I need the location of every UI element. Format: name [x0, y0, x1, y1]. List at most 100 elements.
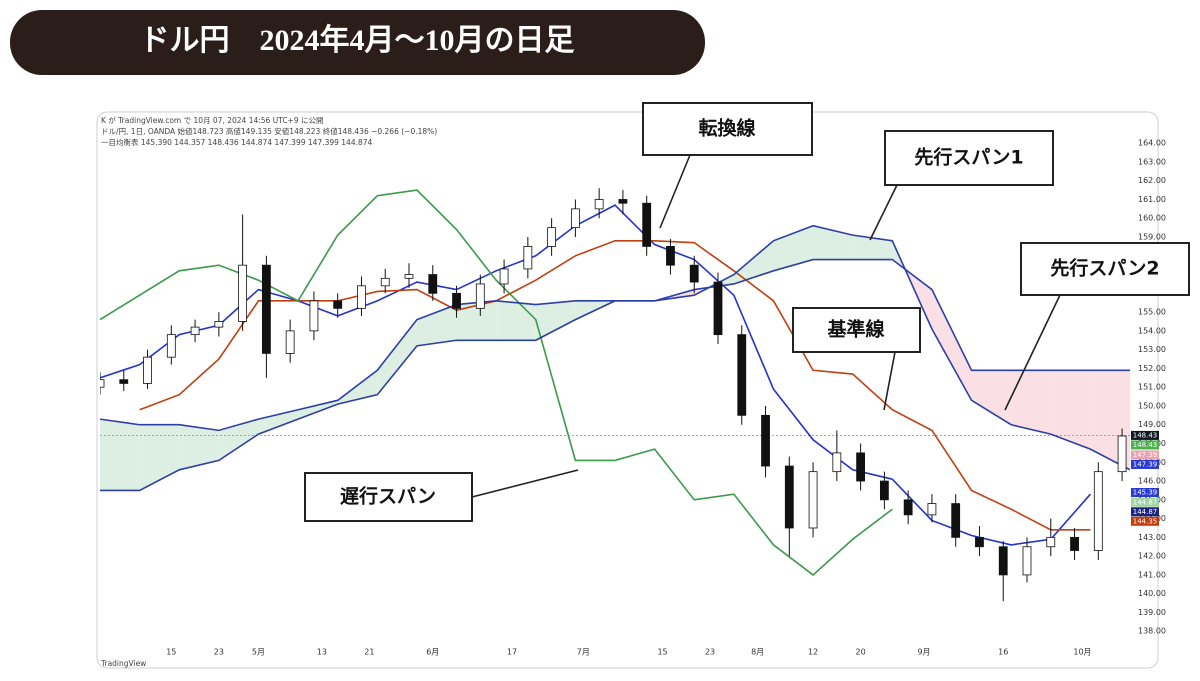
candle-body [1117, 435, 1127, 473]
callout-box [792, 307, 921, 353]
ichimoku-line [100, 258, 1130, 492]
y-tick-label: 146.00 [1138, 477, 1166, 486]
candle-body [100, 379, 105, 388]
candle-body [214, 321, 224, 328]
price-tag-label: 147.39 [1133, 451, 1158, 459]
header-line: 一目均衡表 145.390 144.357 148.436 144.874 14… [101, 137, 373, 147]
header-line: ドル/円, 1日, OANDA 始値148.723 高値149.135 安値14… [101, 126, 437, 136]
price-tag-label: 145.39 [1133, 489, 1158, 497]
x-tick-label: 9月 [917, 648, 930, 657]
cloud [535, 300, 576, 341]
x-tick-label: 13 [317, 648, 327, 657]
y-tick-label: 159.00 [1138, 233, 1166, 242]
axes: 164.00163.00162.00161.00160.00159.00158.… [166, 139, 1166, 657]
candle-body [784, 465, 794, 529]
callout-box [884, 130, 1054, 186]
candle-body [238, 264, 248, 322]
candle-body [594, 199, 604, 210]
candle-body [713, 281, 723, 336]
candle-body [951, 503, 961, 538]
x-tick-label: 8月 [751, 648, 764, 657]
candle-body [975, 536, 984, 548]
candle-body [190, 326, 200, 336]
candle-body [761, 414, 770, 467]
y-tick-label: 149.00 [1138, 420, 1166, 429]
callout-box [304, 472, 473, 522]
leader-line [471, 469, 579, 498]
y-tick-label: 142.00 [1138, 552, 1166, 561]
price-tag-label: 144.35 [1133, 517, 1158, 525]
y-tick-label: 141.00 [1138, 570, 1166, 579]
candle-body [927, 503, 937, 516]
price-tag [1131, 507, 1159, 517]
candle-body [357, 285, 366, 309]
cloud [258, 409, 299, 435]
ichimoku-line [100, 189, 893, 576]
candle-body [1093, 471, 1103, 551]
x-tick-label: 16 [998, 648, 1008, 657]
price-tag [1131, 459, 1159, 469]
candle-body [428, 274, 438, 294]
candle-body [689, 264, 699, 283]
candle-body [452, 292, 461, 309]
price-tag [1131, 516, 1159, 526]
cloud [773, 225, 814, 271]
y-tick-label: 162.00 [1138, 176, 1166, 185]
y-tick-label: 164.00 [1138, 139, 1166, 148]
x-tick-label: 23 [214, 648, 224, 657]
cloud [1050, 370, 1091, 450]
callout-label: 遅行スパン [340, 485, 436, 508]
price-tag-label: 144.87 [1133, 508, 1158, 516]
callout-label: 転換線 [698, 117, 755, 140]
cloud [456, 300, 497, 341]
x-tick-label: 15 [657, 648, 667, 657]
y-tick-label: 155.00 [1138, 308, 1166, 317]
callout-box [642, 102, 813, 156]
price-tag-label: 144.87 [1133, 498, 1158, 506]
plot [100, 188, 1130, 602]
candle-body [618, 199, 628, 204]
x-tick-label: 21 [364, 648, 374, 657]
candle-body [1046, 536, 1056, 548]
chart-title: ドル円 2024年4月～10月の日足 [140, 24, 575, 57]
y-tick-label: 154.00 [1138, 326, 1166, 335]
candle-body [404, 274, 414, 279]
y-tick-label: 152.00 [1138, 364, 1166, 373]
candle-body [642, 202, 652, 247]
y-tick-label: 151.00 [1138, 383, 1166, 392]
candle-body [1022, 546, 1032, 576]
candle-body [285, 330, 295, 354]
cloud [813, 225, 853, 260]
x-tick-label: 7月 [577, 648, 590, 657]
callouts: 転換線 先行スパン1 先行スパン2 基準線 遅行スパン [304, 102, 1190, 522]
y-tick-label: 140.00 [1138, 589, 1166, 598]
cloud [416, 304, 457, 346]
leader-line [659, 154, 691, 229]
cloud [377, 319, 417, 395]
x-tick-label: 5月 [252, 648, 265, 657]
candle-body [547, 227, 557, 247]
cloud [218, 419, 259, 461]
price-tag-label: 147.39 [1133, 460, 1158, 468]
cloud [1011, 370, 1051, 435]
x-tick-label: 6月 [426, 648, 439, 657]
leader-line [883, 351, 896, 411]
price-tag [1131, 450, 1159, 460]
callout-label: 先行スパン1 [914, 146, 1023, 169]
candle-body [143, 356, 152, 384]
price-tag-label: 148.43 [1133, 431, 1158, 439]
leader-line [1004, 294, 1061, 411]
candle-body [737, 334, 747, 416]
candle-body [832, 452, 842, 473]
candle-body [475, 283, 485, 309]
candle-body [666, 246, 675, 266]
candle-body [856, 452, 866, 482]
x-tick-label: 12 [808, 648, 818, 657]
y-tick-label: 150.00 [1138, 401, 1166, 410]
y-tick-label: 161.00 [1138, 195, 1166, 204]
candle-body [570, 208, 580, 229]
y-tick-label: 153.00 [1138, 345, 1166, 354]
candle-body [499, 268, 509, 285]
cloud [139, 424, 180, 491]
